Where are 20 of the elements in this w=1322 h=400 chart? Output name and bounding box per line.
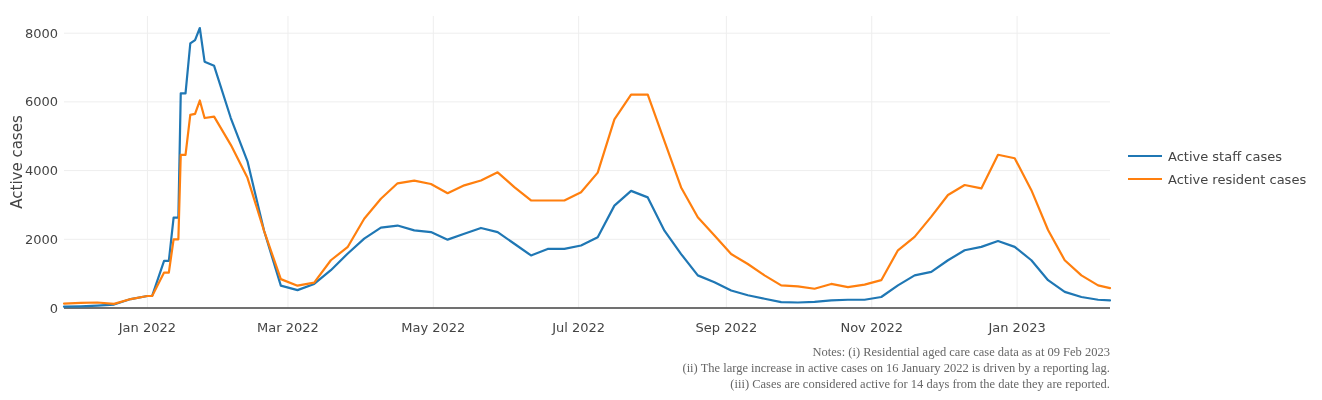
y-axis-title: Active cases	[8, 115, 26, 209]
y-tick-label: 0	[49, 300, 58, 316]
legend-label: Active staff cases	[1168, 148, 1283, 164]
y-tick-label: 6000	[24, 94, 58, 110]
text: Notes: (i) Residential aged care case data as at 09 Feb 2023	[812, 345, 1110, 359]
y-tick-label: 2000	[24, 231, 58, 247]
legend-label: Active resident cases	[1168, 171, 1307, 187]
x-tick-label: May 2022	[401, 320, 466, 335]
x-tick-label: Mar 2022	[257, 320, 319, 335]
text: (iii) Cases are considered active for 14 days from the date they are reported.	[730, 377, 1110, 391]
y-tick-label: 8000	[24, 25, 58, 41]
line-series	[62, 26, 1112, 308]
x-tick-label: Jan 2022	[117, 320, 177, 335]
text: (ii) The large increase in active cases on 16 January 2022 is driven by a reporting lag.	[682, 361, 1110, 375]
x-tick-label: Sep 2022	[695, 320, 758, 335]
line-series	[62, 93, 1112, 305]
y-tick-label: 4000	[24, 163, 58, 179]
x-tick-label: Jan 2023	[987, 320, 1046, 335]
x-tick-label: Nov 2022	[840, 320, 904, 335]
x-tick-label: Jul 2022	[551, 320, 606, 335]
